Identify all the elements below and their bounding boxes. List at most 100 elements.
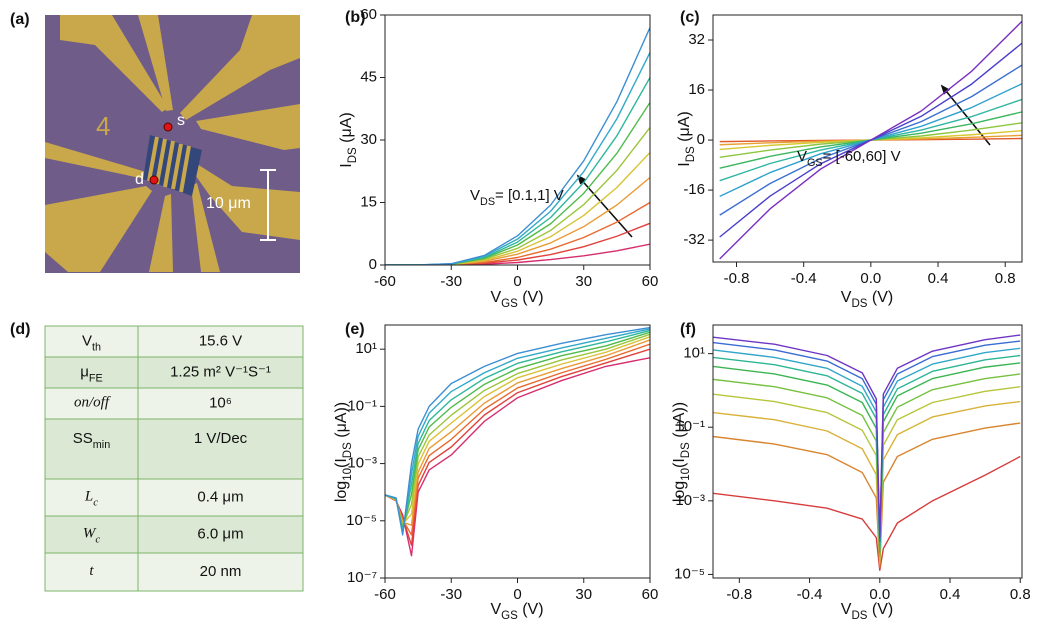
y-tick-label: 0 — [369, 256, 377, 273]
table-cell — [137, 356, 304, 389]
sample-marker: 4 — [96, 111, 110, 141]
label-part: (μA) — [338, 112, 355, 147]
x-axis-label: VGS (V) — [490, 289, 543, 310]
y-axis-label: log10(IDS (μA)) — [333, 402, 354, 502]
series-line — [713, 354, 1021, 550]
subscript: DS — [851, 298, 867, 310]
subscript: FE — [89, 372, 103, 384]
y-tick-label: -16 — [683, 181, 705, 198]
series-line — [713, 422, 1021, 568]
series-line — [713, 347, 1021, 546]
y-tick-label: 10⁻³ — [675, 492, 705, 509]
subscript: th — [92, 341, 101, 353]
label-part: (I — [333, 458, 350, 468]
table-value: 1.25 m² V⁻¹S⁻¹ — [170, 363, 271, 380]
table-param: Lc — [84, 489, 98, 509]
plot-frame — [384, 324, 651, 579]
y-axis-label: IDS (μA) — [338, 112, 359, 167]
y-axis-label: log10(IDS (μA)) — [671, 402, 692, 502]
table-value: 1 V/Dec — [194, 430, 248, 447]
series-line — [713, 386, 1021, 561]
x-tick-label: -0.8 — [724, 270, 750, 287]
y-tick-label: 15 — [360, 193, 377, 210]
x-tick-label: 0.8 — [1010, 586, 1031, 603]
plot-frame — [712, 14, 1023, 263]
x-tick-label: 0.4 — [940, 586, 961, 603]
y-tick-label: 30 — [360, 131, 377, 148]
label-part: on/off — [74, 395, 111, 411]
subscript: min — [93, 439, 110, 451]
series-line — [385, 222, 650, 265]
x-tick-label: -0.4 — [791, 270, 817, 287]
table-param: on/off — [74, 395, 111, 411]
curves — [385, 27, 650, 265]
series-line — [713, 455, 1021, 571]
scale-bar — [260, 169, 276, 241]
x-tick-label: 0.0 — [869, 586, 890, 603]
annotation: VDS= [0.1,1] V — [470, 187, 564, 208]
label-part: log — [333, 481, 350, 502]
subscript: DS — [685, 146, 697, 162]
panel-label: (c) — [680, 9, 700, 26]
x-tick-label: -30 — [440, 273, 462, 290]
subscript: GS — [501, 610, 518, 622]
series-line — [385, 52, 650, 265]
channel-stripes — [147, 136, 191, 193]
label-part: (V) — [518, 601, 544, 618]
drain-label: d — [135, 171, 144, 188]
table-cell — [44, 552, 139, 592]
panel-label: (f) — [680, 321, 696, 338]
arrow — [576, 174, 633, 238]
table-value: 6.0 μm — [197, 525, 243, 542]
curves — [719, 20, 1022, 260]
series-line — [713, 340, 1021, 543]
y-axis-label: IDS (μA) — [676, 111, 697, 166]
y-tick-label: -32 — [683, 231, 705, 248]
x-axis-label: VDS (V) — [841, 601, 893, 622]
label-part: (μA) — [676, 111, 693, 146]
series-line — [713, 373, 1021, 557]
x-axis-label: VDS (V) — [841, 289, 893, 310]
y-tick-label: 45 — [360, 68, 377, 85]
source-label: s — [177, 112, 185, 129]
label-part: t — [89, 563, 94, 579]
x-tick-label: -0.8 — [726, 586, 752, 603]
label-part: V — [841, 289, 852, 306]
source-dot — [163, 122, 173, 132]
y-tick-label: 10⁻¹ — [675, 418, 705, 435]
table-param: Wc — [83, 526, 101, 546]
series-line — [713, 334, 1021, 539]
x-tick-label: -0.4 — [797, 586, 823, 603]
y-tick-label: 10¹ — [355, 340, 377, 357]
table-cell — [44, 418, 139, 480]
table-param: μFE — [80, 363, 102, 384]
x-tick-label: 30 — [575, 586, 592, 603]
plot-frame — [712, 324, 1023, 579]
table-value: 20 nm — [200, 563, 242, 580]
label-part: log — [671, 481, 688, 502]
y-tick-label: 10⁻⁷ — [347, 569, 377, 586]
subscript: c — [93, 497, 98, 509]
series-line — [385, 343, 650, 536]
x-tick-label: 0.4 — [928, 270, 949, 287]
y-tick-label: 10⁻¹ — [347, 397, 377, 414]
x-tick-label: 0.0 — [860, 270, 881, 287]
label-part: (V) — [867, 601, 893, 618]
table-cell — [137, 478, 304, 517]
table-value: 0.4 μm — [197, 488, 243, 505]
y-tick-label: 16 — [688, 81, 705, 98]
x-tick-label: -60 — [374, 586, 396, 603]
panel-label: (d) — [10, 321, 30, 338]
y-tick-label: 0 — [697, 131, 705, 148]
x-tick-label: -60 — [374, 273, 396, 290]
table-param: SSmin — [73, 430, 110, 451]
subscript: DS — [342, 442, 354, 458]
x-tick-label: -30 — [440, 586, 462, 603]
label-part: I — [338, 163, 355, 167]
series-line — [385, 357, 650, 557]
table-cell — [44, 515, 139, 554]
label-part: (V) — [518, 289, 544, 306]
x-tick-label: 60 — [642, 586, 659, 603]
label-part: V — [490, 601, 501, 618]
